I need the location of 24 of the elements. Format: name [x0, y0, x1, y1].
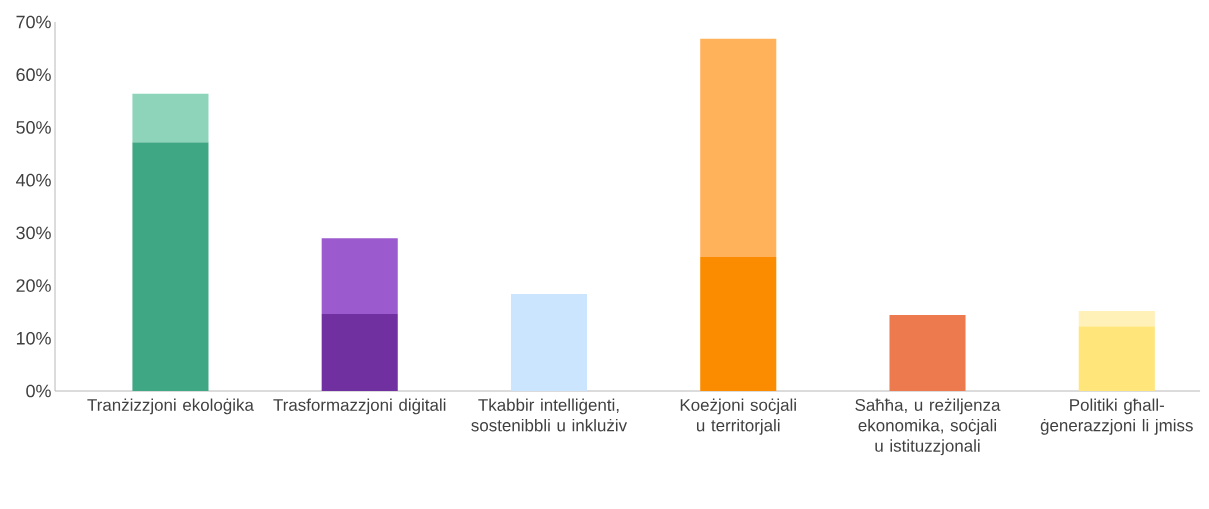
y-tick-label: 30% — [16, 226, 51, 240]
bar — [700, 257, 777, 391]
bar — [889, 315, 966, 391]
x-tick-label: Tkabbir intelliġenti, sostenibbli u inklużiv — [471, 398, 628, 432]
bar — [321, 238, 398, 315]
x-tick-label: Tranżizzjoni ekoloġika — [87, 398, 254, 415]
x-tick-label: Saħħa, u reżiljenza ekonomika, soċjali u istituzzjonali — [855, 398, 1001, 456]
bar — [132, 142, 209, 391]
bar — [1078, 326, 1155, 391]
bar — [132, 93, 209, 143]
y-tick-label: 0% — [26, 384, 51, 398]
x-tick-label: Politiki għall-ġenerazzjoni li jmiss — [1040, 398, 1193, 435]
x-tick-label: Trasformazzjoni diġitali — [273, 398, 446, 415]
y-tick-label: 40% — [15, 173, 51, 187]
bar — [700, 38, 777, 258]
x-tick-label: Koeżjoni soċjali u territorjali — [680, 398, 796, 435]
bar — [510, 294, 588, 391]
y-tick-label: 10% — [16, 331, 51, 345]
y-tick-label: 70% — [16, 15, 51, 29]
y-tick-label: 60% — [16, 68, 51, 82]
bar — [1078, 310, 1155, 327]
bar — [321, 314, 398, 391]
y-tick-label: 50% — [16, 121, 51, 134]
y-tick-label: 20% — [16, 279, 51, 292]
